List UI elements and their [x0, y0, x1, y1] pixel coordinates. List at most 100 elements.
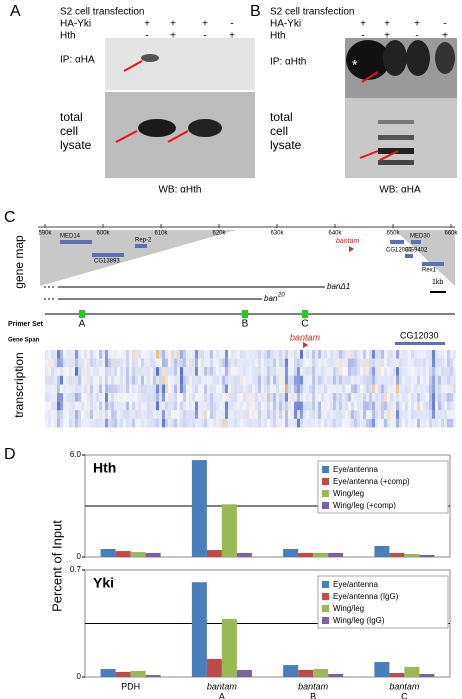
heatmap-cell [153, 384, 156, 393]
heatmap-cell [279, 393, 282, 402]
heatmap-cell [186, 358, 189, 368]
heatmap-cell [84, 367, 87, 376]
heatmap-cell [198, 359, 201, 368]
lysate-label: total [60, 110, 83, 124]
heatmap-cell [165, 401, 168, 411]
heatmap-cell [255, 418, 258, 428]
heatmap-cell [375, 418, 378, 428]
heatmap-cell [336, 410, 339, 419]
heatmap-cell [351, 401, 354, 411]
heatmap-cell [51, 367, 54, 376]
heatmap-cell [222, 350, 225, 359]
heatmap-cell [66, 401, 69, 411]
heatmap-cell [384, 375, 387, 385]
panel-label: C [4, 209, 16, 226]
heatmap-cell [222, 367, 225, 376]
heatmap-cell [294, 418, 297, 428]
heatmap-cell [132, 367, 135, 376]
heatmap-cell [363, 418, 366, 428]
heatmap-cell [255, 393, 258, 402]
heatmap-cell [309, 376, 312, 385]
heatmap-cell [378, 419, 381, 428]
heatmap-cell [351, 393, 354, 402]
heatmap-cell [288, 393, 291, 402]
heatmap-cell [231, 410, 234, 419]
heatmap-cell [198, 384, 201, 393]
heatmap-cell [453, 410, 456, 419]
heatmap-cell [108, 418, 111, 428]
heatmap-cell [213, 367, 216, 376]
heatmap-cell [390, 384, 393, 393]
heatmap-cell [102, 376, 105, 385]
heatmap-cell [183, 384, 186, 393]
heatmap-cell [48, 384, 51, 393]
heatmap-cell [120, 393, 123, 402]
heatmap-cell [69, 358, 72, 368]
heatmap-cell [228, 418, 231, 428]
heatmap-cell [153, 375, 156, 385]
heatmap-cell [153, 358, 156, 368]
heatmap-cell [48, 418, 51, 428]
heatmap-cell [60, 418, 63, 428]
heatmap-cell [141, 358, 144, 368]
bar [115, 671, 131, 677]
band [435, 42, 455, 74]
heatmap-cell [114, 393, 117, 402]
heatmap-cell [138, 393, 141, 402]
heatmap-cell [111, 418, 114, 428]
heatmap-cell [351, 350, 354, 359]
heatmap-cell [423, 393, 426, 402]
primer-set-label: Primer Set [8, 321, 44, 328]
heatmap-cell [201, 367, 204, 376]
heatmap-cell [201, 418, 204, 428]
heatmap-cell [450, 358, 453, 368]
heatmap-cell [210, 419, 213, 428]
heatmap-cell [249, 375, 252, 385]
heatmap-cell [336, 367, 339, 376]
sign: + [442, 31, 448, 42]
heatmap-cell [192, 402, 195, 411]
heatmap-cell [273, 367, 276, 376]
heatmap-cell [390, 375, 393, 385]
heatmap-cell [204, 418, 207, 428]
heatmap-cell [237, 350, 240, 359]
heatmap-cell [264, 418, 267, 428]
bar [191, 582, 207, 677]
heatmap-cell [96, 393, 99, 402]
heatmap-cell [177, 402, 180, 411]
heatmap-cell [387, 393, 390, 402]
heatmap-cell [219, 367, 222, 376]
legend-box [317, 460, 449, 514]
heatmap-cell [237, 384, 240, 393]
heatmap-cell [408, 350, 411, 359]
heatmap-cell [174, 367, 177, 376]
x-tick-label: bantam [298, 681, 329, 691]
heatmap-cell [57, 410, 60, 419]
heatmap-cell [78, 402, 81, 411]
heatmap-cell [441, 358, 444, 368]
heatmap-cell [54, 375, 57, 385]
heatmap-cell [423, 401, 426, 411]
heatmap-cell [303, 393, 306, 402]
heatmap-cell [297, 410, 300, 419]
heatmap-cell [81, 358, 84, 368]
heatmap-cell [63, 393, 66, 402]
heatmap-cell [333, 418, 336, 428]
heatmap-cell [435, 367, 438, 376]
heatmap-cell [207, 359, 210, 368]
bar [389, 552, 405, 557]
heatmap-cell [381, 393, 384, 402]
heatmap-cell [156, 367, 159, 376]
heatmap-cell [195, 418, 198, 428]
heatmap-cell [414, 376, 417, 385]
heatmap-cell [213, 393, 216, 402]
gene-label: CG12030 [386, 248, 412, 254]
heatmap-cell [324, 350, 327, 359]
heatmap-cell [276, 393, 279, 402]
heatmap-cell [225, 384, 228, 393]
heatmap-cell [369, 418, 372, 428]
heatmap-cell [318, 350, 321, 359]
heatmap-cell [327, 350, 330, 359]
heatmap-cell [435, 393, 438, 402]
heatmap-cell [135, 401, 138, 411]
